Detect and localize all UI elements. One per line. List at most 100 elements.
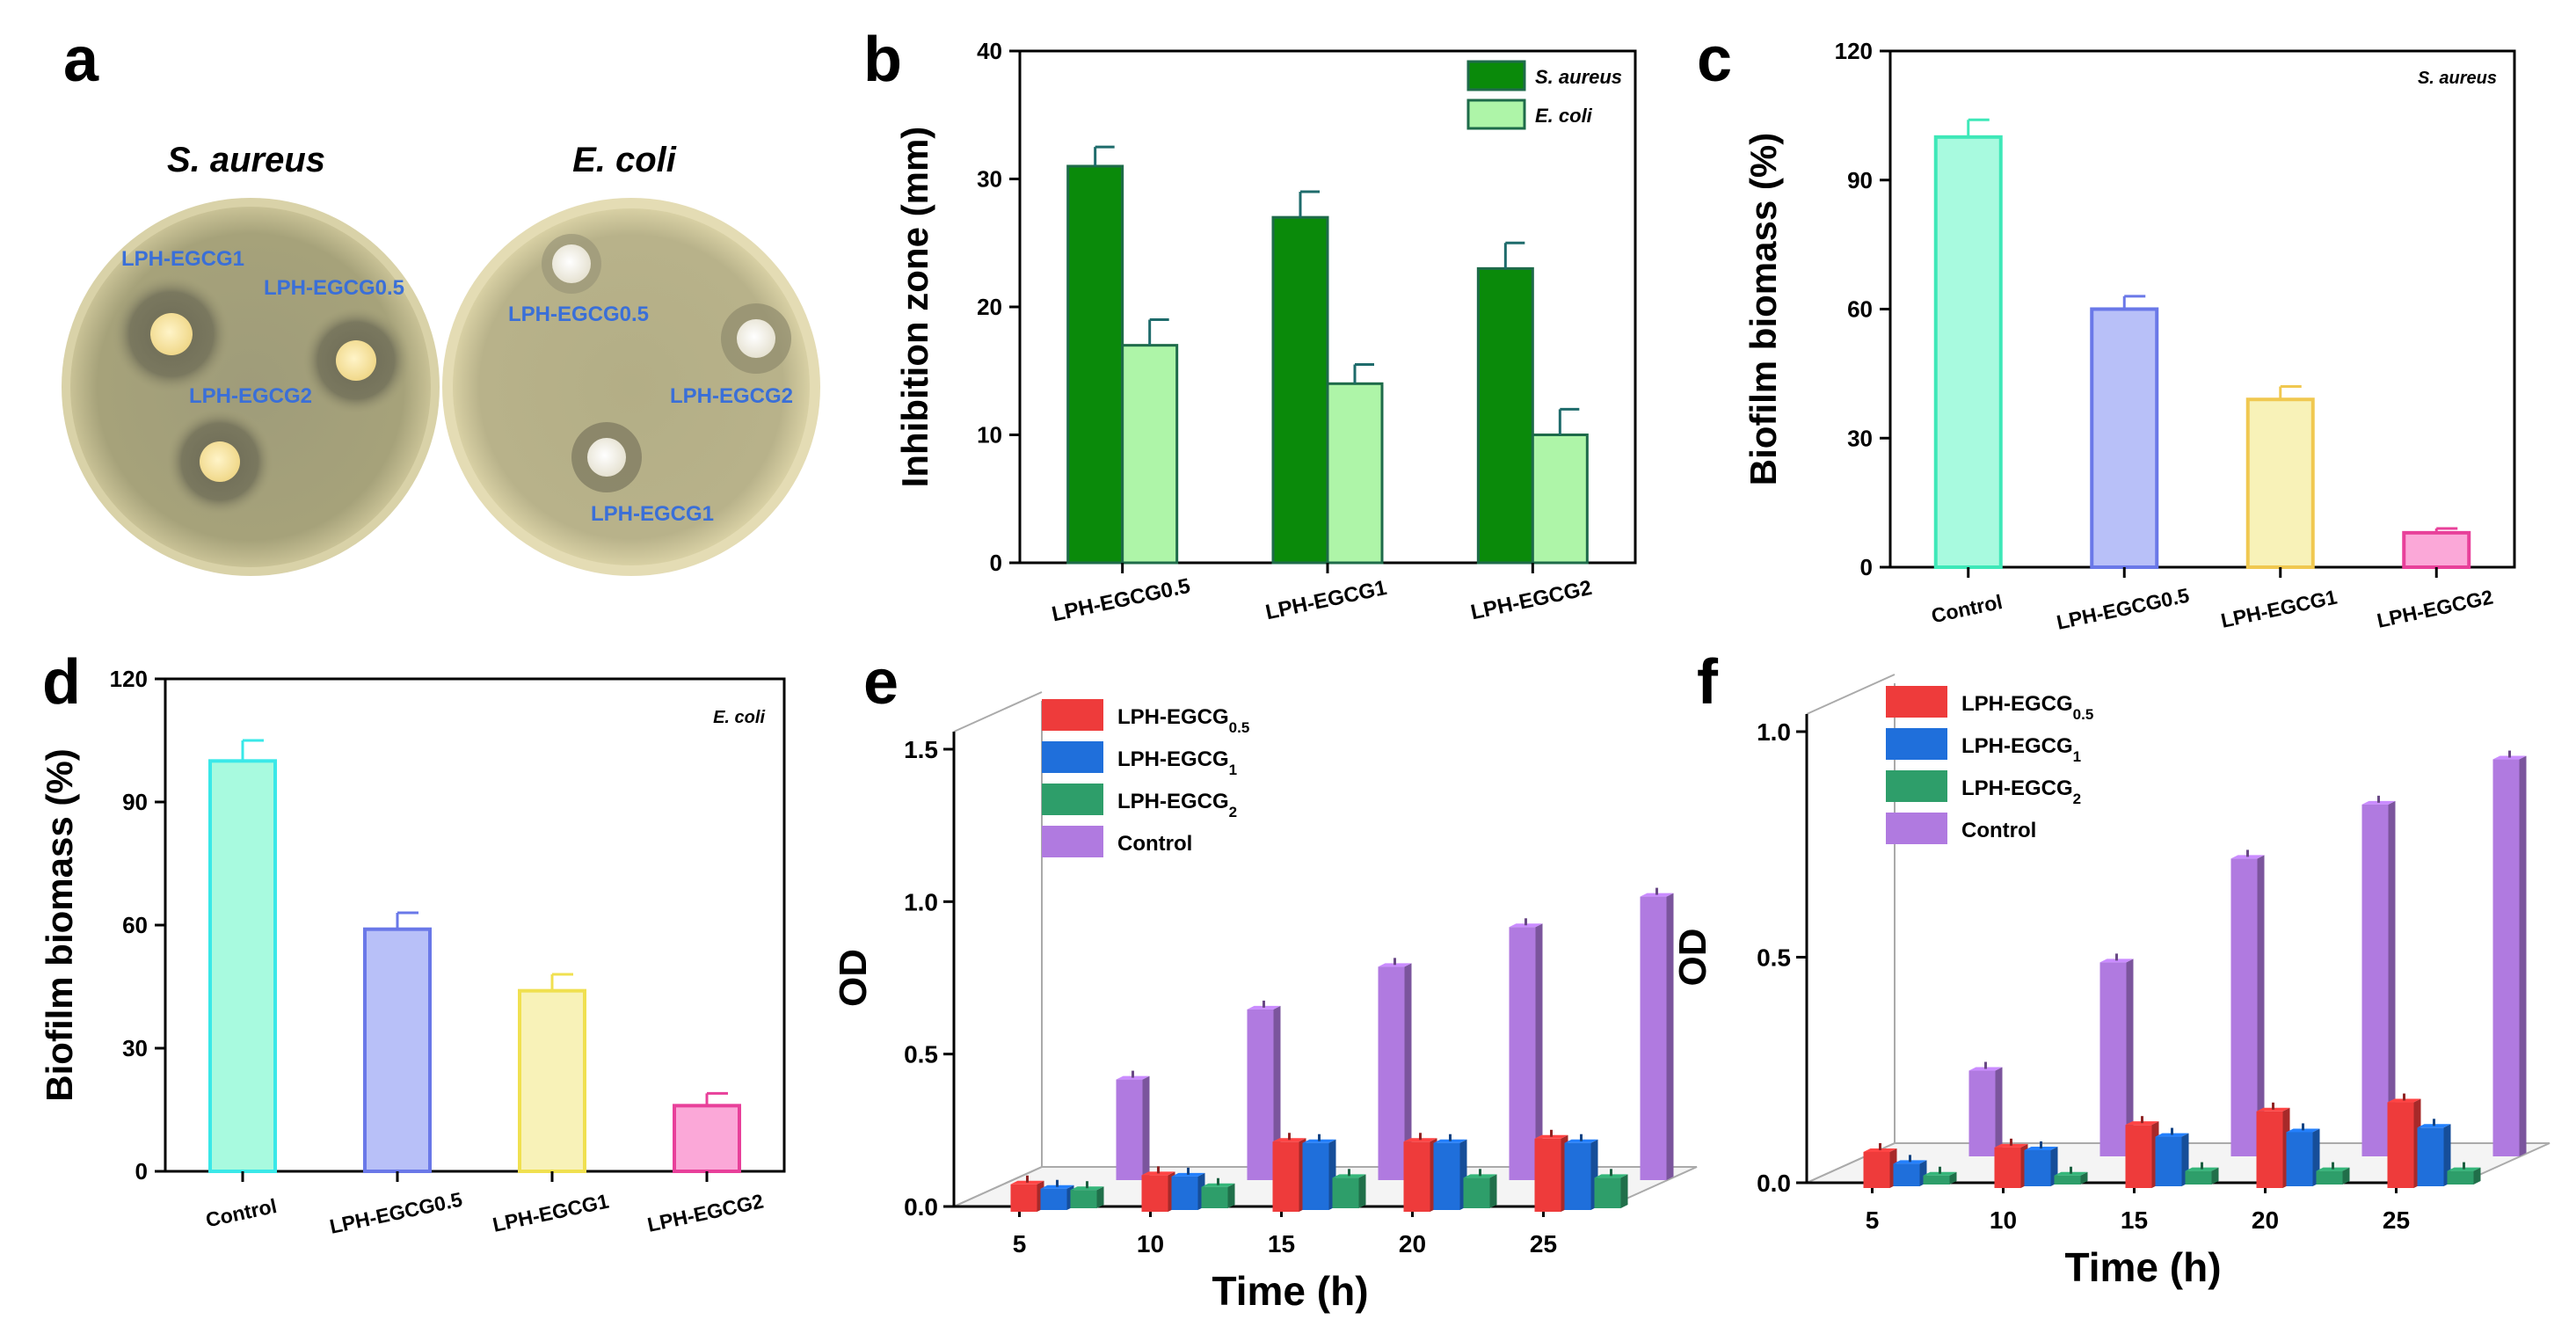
x-tick-label: 10 [1990,1206,2017,1234]
panel-label-b: b [863,25,902,95]
bar-side [1621,1174,1628,1208]
bar-e-coli [1123,346,1177,563]
plate1-label: LPH-EGCG1 [121,247,244,271]
chart-annotation: S. aureus [2418,69,2497,88]
bar-lph-egcg-0-5 [2126,1125,2152,1188]
bar-lph-egcg-1 [1894,1163,1920,1186]
bar-lph-egcg-1 [2156,1137,2182,1186]
bar-lph-egcg-1 [2025,1150,2051,1186]
y-tick-label: 30 [122,1035,148,1061]
bar-side [2520,756,2527,1156]
legend-subscript: 2 [1229,804,1237,820]
legend-swatch [1042,699,1103,731]
x-axis-title: Time (h) [1212,1268,1368,1314]
sample-disc [200,441,240,482]
y-axis-title: Biofilm biomass (%) [1743,133,1784,485]
bar-control [2100,962,2127,1156]
panel-label-d: d [42,647,81,718]
bar-control [2493,760,2520,1156]
legend-swatch [1468,100,1524,128]
bar-control [1641,897,1667,1180]
bar-control [1117,1080,1143,1180]
x-tick-label: LPH-EGCG2 [645,1190,766,1236]
bar-s-aureus [1478,268,1532,563]
legend-label: LPH-EGCG1 [1117,747,1237,778]
bar-side [1228,1184,1235,1208]
plate2-label: LPH-EGCG0.5 [508,303,649,326]
x-tick-label: 5 [1866,1206,1880,1234]
bar-control [2231,858,2258,1156]
y-tick-label: 0.5 [1757,944,1791,972]
x-tick-label: LPH-EGCG2 [1468,576,1594,625]
legend-label: Control [1117,832,1192,856]
y-tick-label: 60 [1847,296,1873,323]
bar-side [1996,1068,2003,1156]
sample-disc [552,244,591,283]
legend-subscript: 0.5 [2073,706,2094,723]
chart-e: 0.0 0.5 1.0 1.5 OD Time (h) 5 10 15 20 25 LPH-EGCG0… [832,692,1697,1314]
bar-lph-egcg-1 [2418,1127,2444,1186]
bar-lph-egcg-0-5 [1864,1152,1890,1188]
bar-lph-egcg-1 [1041,1189,1067,1210]
y-tick-label: 0.0 [1757,1170,1791,1197]
x-tick-label: 25 [1530,1230,1557,1257]
bar-lph-egcg-2 [2055,1176,2081,1185]
bar-e-coli [1532,435,1587,564]
x-tick-label: LPH-EGCG1 [491,1189,611,1236]
x-tick-label: Control [1929,590,2004,627]
bar-lph-egcg-0-5 [2388,1103,2414,1188]
x-tick-label: 5 [1013,1230,1027,1257]
legend-swatch [1886,813,1947,844]
bar-lph-egcg-0-5 [2257,1112,2283,1188]
y-tick-label: 0 [990,550,1002,576]
y-tick-label: 30 [1847,425,1873,451]
y-tick-label: 0.5 [904,1041,938,1068]
bar-s-aureus [1068,166,1123,563]
plate-title-e-coli: E. coli [572,141,677,179]
bar-side [1143,1076,1150,1180]
legend-label: S. aureus [1535,66,1622,88]
bar-lph-egcg1 [2248,399,2313,567]
plate2-label: LPH-EGCG2 [670,384,793,408]
x-tick-label: LPH-EGCG2 [2375,586,2495,632]
bar-lph-egcg-1 [2287,1132,2313,1186]
bar-lph-egcg2 [674,1105,739,1171]
bar-control [1510,927,1536,1180]
legend-label: E. coli [1535,105,1593,127]
bar-lph-egcg-1 [1172,1177,1198,1210]
bar-lph-egcg-2 [2317,1171,2343,1185]
bar-lph-egcg-0-5 [1995,1148,2021,1188]
x-tick-label: 15 [1268,1230,1295,1257]
legend-label: LPH-EGCG0.5 [1117,705,1249,736]
plate1-label: LPH-EGCG0.5 [264,276,404,300]
y-axis-title: Biofilm biomass (%) [39,748,80,1101]
y-tick-label: 120 [1835,38,1873,64]
plate2-label: LPH-EGCG1 [591,502,714,526]
x-axis-title: Time (h) [2064,1244,2221,1290]
legend-subscript: 1 [1229,762,1237,778]
x-tick-label: LPH-EGCG0.5 [328,1187,465,1237]
x-tick-label: LPH-EGCG0.5 [2055,583,2192,633]
top-edge [954,692,1042,732]
x-tick-label: 15 [2121,1206,2148,1234]
sample-disc [587,438,626,477]
bar-lph-egcg-2 [2448,1171,2474,1185]
legend-swatch [1886,728,1947,760]
bar-lph-egcg-1 [1565,1143,1591,1210]
bar-lph-egcg-2 [1202,1187,1228,1208]
x-tick-label: LPH-EGCG0.5 [1050,574,1192,627]
chart-b: 0 10 20 30 40 Inhibition zone (mm) LPH-EGCG0.5… [894,38,1635,626]
legend-swatch [1042,784,1103,815]
legend-subscript: 0.5 [1229,719,1250,736]
legend-label: LPH-EGCG2 [1961,776,2081,807]
y-tick-label: 30 [977,166,1002,193]
bar-s-aureus [1273,217,1328,563]
sample-disc [150,313,193,355]
sample-disc [737,319,775,358]
bar-lph-egcg-2 [1924,1176,1950,1185]
bar-control [1969,1071,1996,1156]
bar-lph-egcg-0-5 [1404,1141,1430,1212]
bar-lph-egcg1 [520,991,585,1171]
bar-lph-egcg-1 [1303,1143,1329,1210]
